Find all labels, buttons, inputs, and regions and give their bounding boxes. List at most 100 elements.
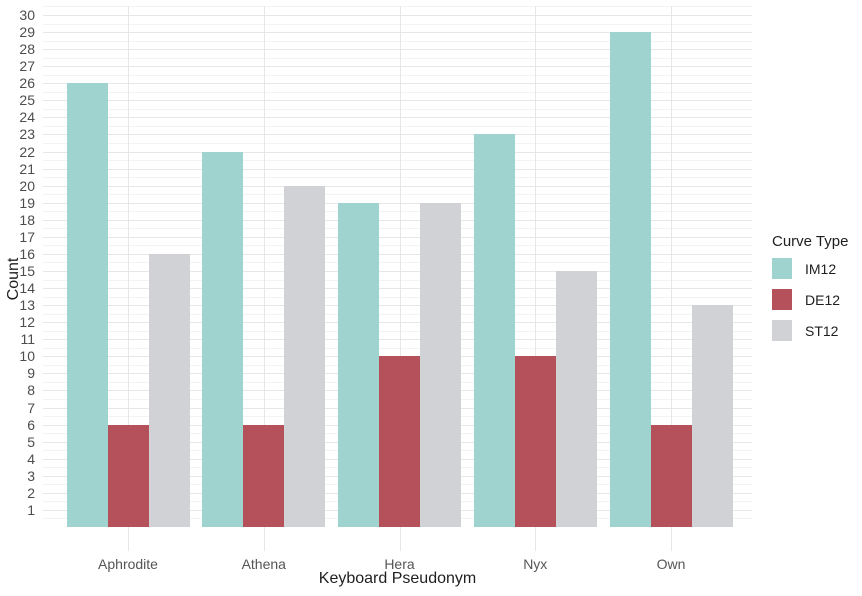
gridline-major-vertical — [399, 6, 401, 551]
gridline-major-horizontal — [43, 66, 752, 68]
y-axis-tick-label: 26 — [19, 75, 35, 92]
legend-swatch-ST12 — [772, 320, 792, 341]
y-axis-tick-label: 25 — [19, 92, 35, 109]
y-axis-title: Count — [5, 257, 22, 301]
y-axis-tick-label: 30 — [19, 6, 35, 23]
gridline-minor-horizontal — [43, 211, 752, 213]
y-axis-tick-label: 27 — [19, 58, 35, 75]
gridline-major-horizontal — [43, 339, 752, 341]
x-axis-tick-label: Aphrodite — [98, 556, 158, 572]
gridline-major-horizontal — [43, 236, 752, 238]
gridline-major-horizontal — [43, 117, 752, 119]
y-axis-tick-label: 13 — [19, 297, 35, 314]
legend-entry-ST12: ST12 — [772, 320, 848, 341]
y-axis-tick-label: 22 — [19, 143, 35, 160]
y-axis-tick-label: 23 — [19, 126, 35, 143]
legend-label-DE12: DE12 — [805, 291, 841, 308]
y-axis-tick-label: 12 — [19, 314, 35, 331]
gridline-major-horizontal — [43, 288, 752, 290]
y-axis-tick-label: 1 — [27, 501, 35, 518]
gridline-major-horizontal — [43, 202, 752, 204]
y-axis-tick-label: 10 — [19, 348, 35, 365]
y-axis-tick-label: 2 — [27, 484, 35, 501]
gridline-major-horizontal — [43, 219, 752, 221]
legend-swatch-IM12 — [772, 258, 792, 279]
gridline-minor-horizontal — [43, 228, 752, 230]
x-axis-title: Keyboard Pseudonym — [318, 570, 477, 587]
y-axis-tick-label: 19 — [19, 194, 35, 211]
gridline-major-horizontal — [43, 322, 752, 324]
gridline-major-horizontal — [43, 168, 752, 170]
gridline-minor-horizontal — [43, 57, 752, 59]
y-axis-tick-label: 20 — [19, 177, 35, 194]
bar-IM12-Hera — [338, 202, 379, 527]
y-axis-tick-label: 16 — [19, 245, 35, 262]
plot-panel — [43, 6, 752, 551]
gridline-minor-horizontal — [43, 160, 752, 162]
y-axis-tick-label: 5 — [27, 433, 35, 450]
gridline-minor-horizontal — [43, 40, 752, 42]
gridline-major-vertical — [535, 6, 537, 551]
gridline-major-vertical — [128, 6, 129, 551]
gridline-major-horizontal — [43, 253, 752, 255]
gridline-minor-horizontal — [43, 142, 752, 144]
gridline-major-horizontal — [43, 32, 752, 34]
bar-DE12-Hera — [379, 356, 420, 527]
x-axis-tick-label: Hera — [384, 556, 415, 572]
gridline-minor-horizontal — [43, 6, 752, 8]
legend-entry-DE12: DE12 — [772, 289, 848, 310]
y-axis-tick-label: 9 — [27, 365, 35, 382]
bar-DE12-Nyx — [514, 356, 556, 527]
x-axis-tick-label: Own — [656, 556, 686, 572]
gridline-major-horizontal — [43, 83, 752, 85]
y-axis-tick-label: 8 — [27, 382, 35, 399]
gridline-minor-horizontal — [43, 313, 752, 315]
bar-ST12-Hera — [420, 202, 461, 527]
bar-DE12-Athena — [243, 424, 285, 527]
bar-ST12-Aphrodite — [148, 253, 190, 527]
y-axis-tick-label: 7 — [27, 399, 35, 416]
legend: Curve Type IM12 DE12 ST12 — [772, 233, 848, 351]
gridline-minor-horizontal — [43, 330, 752, 332]
y-axis-tick-label: 11 — [20, 331, 35, 348]
y-axis-tick-label: 17 — [19, 228, 35, 245]
legend-label-ST12: ST12 — [805, 322, 839, 339]
y-axis-tick-label: 4 — [27, 450, 35, 467]
gridline-major-horizontal — [43, 305, 752, 307]
legend-entries: IM12 DE12 ST12 — [772, 258, 848, 341]
gridline-minor-horizontal — [43, 347, 752, 349]
legend-label-IM12: IM12 — [805, 260, 837, 277]
y-axis-tick-label: 28 — [19, 41, 35, 58]
legend-entry-IM12: IM12 — [772, 258, 848, 279]
legend-title: Curve Type — [772, 233, 849, 250]
y-axis-tick-label: 24 — [19, 109, 35, 126]
gridline-minor-horizontal — [43, 91, 752, 93]
y-axis-tick-label: 18 — [19, 211, 35, 228]
gridline-minor-horizontal — [43, 262, 752, 264]
y-axis-tick-label: 3 — [27, 467, 35, 484]
gridline-minor-horizontal — [43, 245, 752, 247]
bar-ST12-Athena — [284, 185, 326, 527]
y-axis-tick-label: 6 — [27, 416, 35, 433]
bar-ST12-Own — [691, 305, 733, 527]
gridline-minor-horizontal — [43, 279, 752, 281]
gridline-major-horizontal — [43, 14, 752, 16]
x-axis-tick-label: Athena — [241, 556, 286, 572]
y-axis-tick-label: 14 — [19, 280, 35, 297]
bar-IM12-Nyx — [473, 134, 515, 527]
bar-IM12-Aphrodite — [66, 83, 108, 527]
gridline-major-horizontal — [43, 100, 752, 102]
y-axis-tick-label: 15 — [19, 262, 35, 279]
gridline-minor-horizontal — [43, 125, 752, 127]
gridline-major-vertical — [263, 6, 265, 551]
gridline-major-horizontal — [43, 185, 752, 187]
gridline-minor-horizontal — [43, 23, 752, 25]
x-axis-tick-label: Nyx — [523, 556, 548, 572]
gridline-minor-horizontal — [43, 177, 752, 179]
y-axis-tick-label: 21 — [19, 160, 35, 177]
gridline-major-horizontal — [43, 151, 752, 153]
gridline-major-horizontal — [43, 270, 752, 272]
gridline-minor-horizontal — [43, 194, 752, 196]
gridline-major-horizontal — [43, 49, 752, 51]
